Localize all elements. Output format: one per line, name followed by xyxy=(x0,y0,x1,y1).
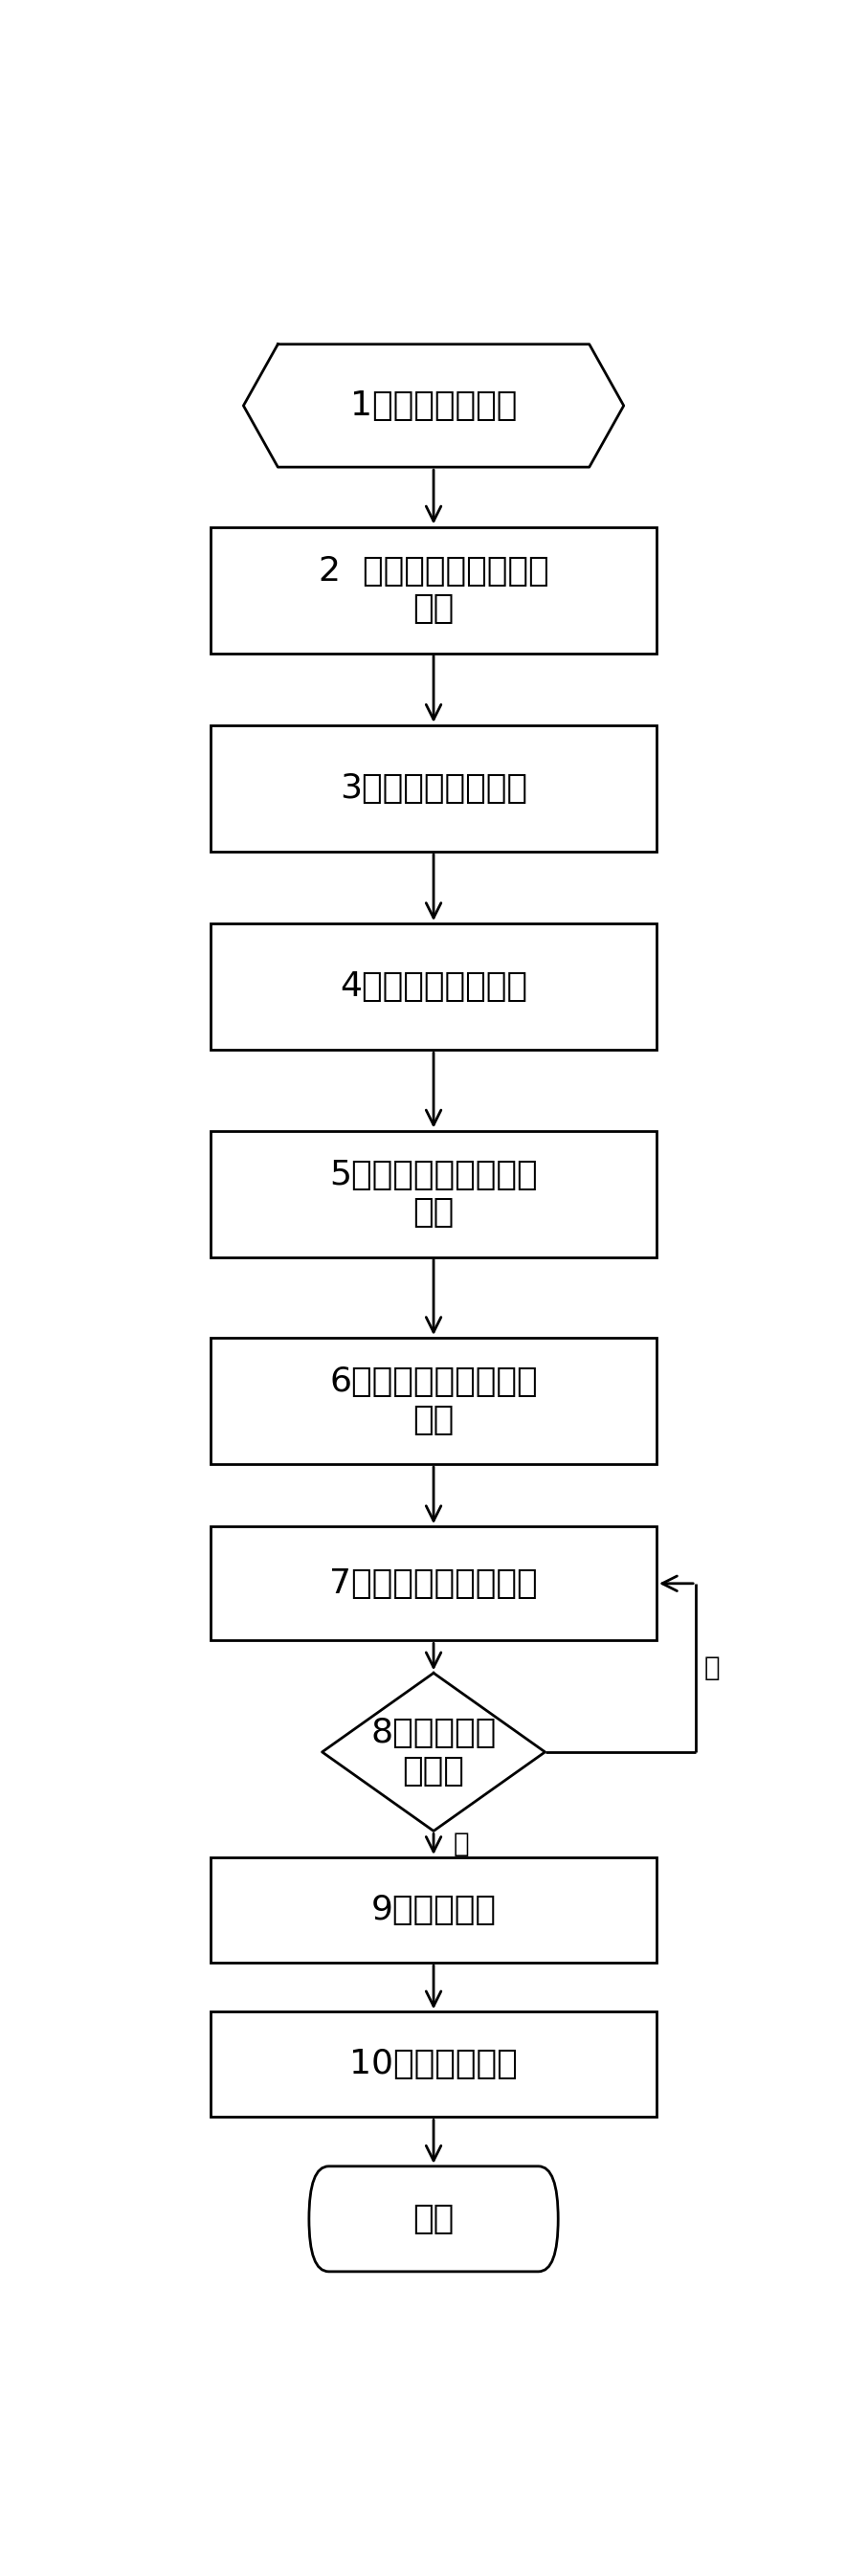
Bar xyxy=(211,724,656,853)
Text: 3选择待计算变电站: 3选择待计算变电站 xyxy=(340,773,527,804)
Bar xyxy=(211,1528,656,1641)
Text: 9按指标排序: 9按指标排序 xyxy=(371,1893,497,1927)
Bar xyxy=(211,922,656,1051)
Polygon shape xyxy=(322,1672,545,1832)
Bar xyxy=(211,1857,656,1963)
Bar xyxy=(211,2012,656,2117)
Text: 1主配网模型融合: 1主配网模型融合 xyxy=(350,389,517,422)
Text: 6计算多转供路径恢复
负荷: 6计算多转供路径恢复 负荷 xyxy=(329,1365,538,1435)
Bar xyxy=(211,1337,656,1463)
Text: 否: 否 xyxy=(704,1654,720,1682)
Bar xyxy=(211,526,656,654)
Text: 是: 是 xyxy=(453,1832,470,1857)
Polygon shape xyxy=(244,345,624,466)
Text: 4计算母线保安负荷: 4计算母线保安负荷 xyxy=(340,971,527,1002)
Bar xyxy=(211,1131,656,1257)
Text: 2  选择典型接线方式与
负荷: 2 选择典型接线方式与 负荷 xyxy=(318,554,549,626)
Text: 5计算单转供路径恢复
负荷: 5计算单转供路径恢复 负荷 xyxy=(329,1159,538,1229)
Text: 结束: 结束 xyxy=(413,2202,454,2236)
Text: 8变电站计算
完毕？: 8变电站计算 完毕？ xyxy=(371,1716,497,1788)
Text: 7计算负荷一次恢复率: 7计算负荷一次恢复率 xyxy=(329,1566,538,1600)
FancyBboxPatch shape xyxy=(309,2166,558,2272)
Text: 10得到薄弱环节: 10得到薄弱环节 xyxy=(349,2048,518,2081)
